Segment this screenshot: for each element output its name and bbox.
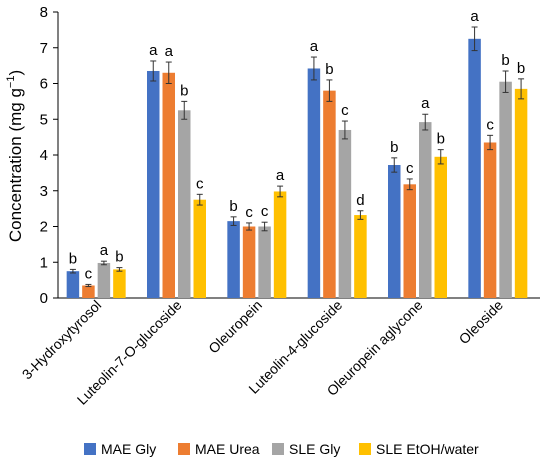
significance-letter: a [470, 8, 479, 25]
significance-letter: b [229, 198, 237, 215]
category-label: 3-Hydroxytyrosol [19, 297, 105, 383]
legend-swatch [272, 443, 284, 455]
bar [82, 285, 95, 298]
bars [66, 38, 528, 299]
bar [178, 110, 191, 298]
legend-swatch [84, 443, 96, 455]
bar [468, 38, 481, 298]
y-axis-title-unit-exponent: −1 [5, 76, 17, 89]
legend-label: MAE Gly [101, 441, 156, 457]
y-tick-labels: 0 1 2 3 4 5 6 7 8 [40, 4, 58, 307]
significance-letter: c [486, 116, 494, 133]
bar [113, 269, 126, 298]
bar [354, 215, 367, 298]
category-label: Oleoside [456, 297, 507, 348]
legend-swatch [178, 443, 190, 455]
significance-letter: b [180, 82, 188, 99]
bar [323, 90, 336, 299]
category-label: Oleuropein [205, 297, 265, 357]
y-axis-title: Concentration (mg g−1) [5, 70, 25, 242]
significance-letter: a [421, 95, 430, 112]
significance-letter: a [276, 167, 285, 184]
y-axis-title-close: ) [6, 70, 25, 76]
legend-swatch [359, 443, 371, 455]
bar [97, 262, 111, 298]
significance-letter: a [310, 38, 319, 55]
bar [307, 68, 321, 298]
significance-letter: a [149, 42, 158, 59]
bar [514, 88, 528, 298]
significance-letter: d [356, 192, 364, 209]
significance-letter: b [69, 250, 77, 267]
bar [403, 184, 416, 298]
y-tick-label: 8 [40, 4, 48, 21]
bar [227, 221, 240, 298]
bar [499, 81, 512, 299]
bar [242, 226, 256, 298]
bar [434, 156, 447, 298]
legend: MAE Gly MAE Urea SLE Gly SLE EtOH/water [84, 441, 479, 457]
y-tick-label: 6 [40, 76, 48, 93]
significance-letter: a [100, 242, 109, 259]
y-tick-label: 7 [40, 40, 48, 57]
significance-letter: c [245, 204, 253, 221]
significance-letter: b [437, 131, 445, 148]
bar [66, 271, 80, 298]
bar [162, 72, 175, 299]
y-tick-label: 0 [40, 290, 48, 307]
bar [147, 70, 160, 298]
bar [258, 226, 271, 298]
significance-letter: b [390, 139, 398, 156]
legend-label: MAE Urea [195, 441, 260, 457]
y-tick-label: 3 [40, 183, 48, 200]
bar [338, 129, 352, 298]
axes [57, 12, 540, 299]
bar [419, 122, 432, 298]
significance-letter: c [406, 160, 414, 177]
legend-label: SLE Gly [289, 441, 340, 457]
bar [388, 165, 401, 298]
bar [273, 191, 287, 298]
y-tick-label: 1 [40, 254, 48, 271]
y-axis-title-text: Concentration (mg g [6, 88, 25, 242]
significance-letter: b [501, 52, 509, 69]
error-bars [69, 26, 525, 288]
y-tick-label: 4 [40, 147, 48, 164]
bar [483, 142, 497, 298]
y-tick-label: 5 [40, 111, 48, 128]
bar [193, 199, 206, 298]
significance-letter: b [325, 61, 333, 78]
significance-letter: c [85, 265, 93, 282]
significance-letter: c [196, 175, 204, 192]
significance-letter: c [261, 203, 269, 220]
significance-letter: a [165, 43, 174, 60]
significance-letter: b [517, 60, 525, 77]
significance-letter: b [115, 249, 123, 266]
legend-label: SLE EtOH/water [376, 441, 479, 457]
y-tick-label: 2 [40, 219, 48, 236]
significance-letter: c [341, 102, 349, 119]
